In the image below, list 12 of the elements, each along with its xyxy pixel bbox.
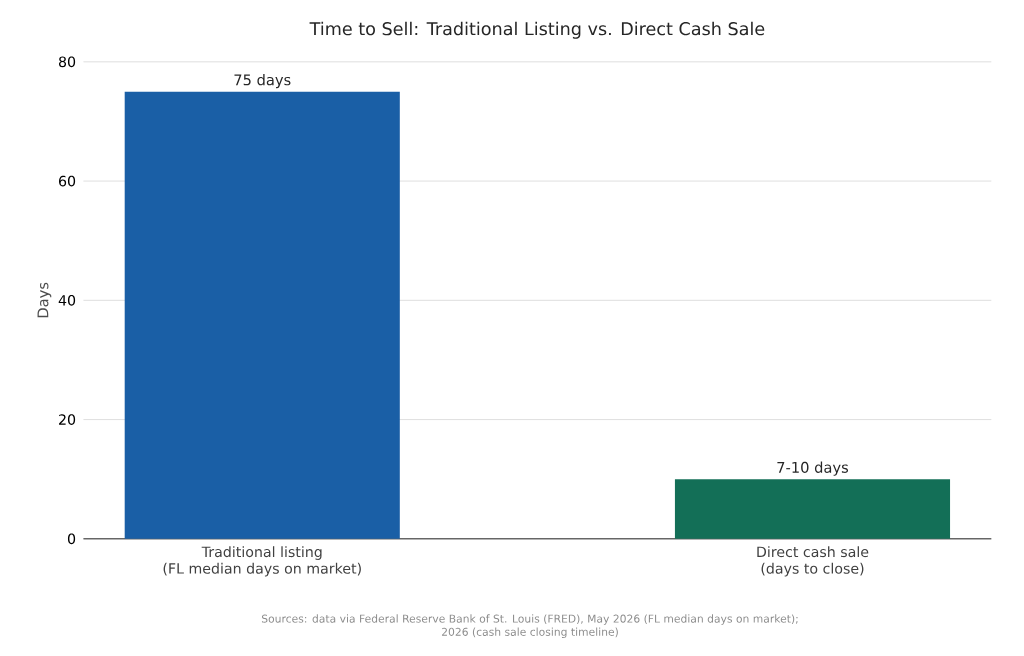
x-tick-label: Traditional listing (FL median days on market) (163, 546, 361, 577)
y-axis-title: Days (37, 282, 52, 318)
y-tick-label: 60 (59, 175, 76, 187)
data-label: 7-10 days (777, 461, 849, 476)
y-tick-label: 40 (58, 295, 76, 306)
y-tick-label: 80 (58, 56, 76, 68)
x-tick-label: Direct cash sale (days to close) (757, 546, 869, 577)
data-label: 75 days (234, 74, 291, 89)
source-note: Sources: data via Federal Reserve Bank of St. Louis (FRED), May 2026 (FL median days on market); 2026 (cash sale closing timeline) (261, 614, 798, 639)
y-tick-label: 0 (67, 533, 76, 545)
y-tick-label: 20 (59, 414, 76, 426)
chart-title: Time to Sell: Traditional Listing vs. Direct Cash Sale (309, 21, 765, 39)
